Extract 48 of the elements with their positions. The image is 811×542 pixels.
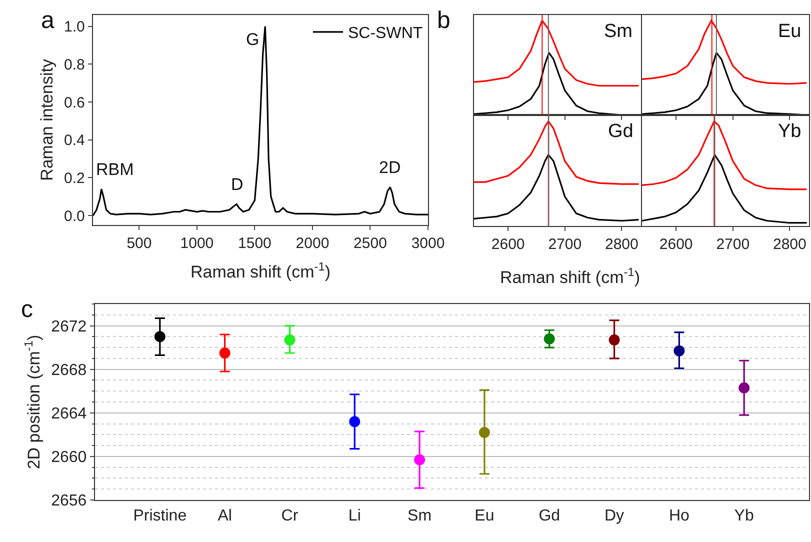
x-axis-title: Raman shift (cm$^{-1}$): [190, 259, 330, 282]
y-tick-label: 0.4: [64, 132, 85, 150]
x-tick-label: 2700: [716, 236, 750, 254]
annotation: 2D: [379, 158, 401, 177]
x-axis-title: Raman shift (cm$^{-1}$): [500, 265, 640, 288]
x-tick-label: Al: [218, 507, 232, 524]
text: c: [21, 296, 33, 323]
x-tick-label: Yb: [734, 507, 754, 524]
y-axis-title: Raman intensity: [38, 58, 57, 181]
y-tick-label: 0.6: [64, 94, 85, 112]
x-tick-label: Cr: [281, 507, 299, 524]
y-tick-label: 1.0: [64, 18, 85, 36]
x-tick-label: 2800: [773, 236, 806, 254]
chart-title: Gd: [608, 121, 634, 142]
x-tick-label: 500: [126, 235, 152, 252]
annotation: G: [246, 30, 260, 49]
x-tick-label: Ho: [668, 507, 690, 524]
x-tick-label: 1500: [238, 235, 272, 252]
y-tick-label: 0.2: [64, 170, 85, 187]
x-tick-label: Sm: [408, 507, 432, 524]
x-tick-label: Dy: [604, 507, 624, 524]
y-tick-label: 0.0: [64, 208, 85, 225]
legend-label: SC-SWNT: [348, 25, 423, 42]
y-tick-label: 2668: [51, 362, 87, 379]
x-tick-label: 1000: [180, 235, 214, 252]
x-tick-label: 2600: [491, 236, 525, 254]
x-tick-label: 2700: [548, 236, 582, 254]
annotation: RBM: [96, 160, 134, 179]
chart-title: Eu: [778, 21, 802, 42]
chart-title: Sm: [604, 21, 632, 42]
y-tick-label: 2660: [51, 449, 87, 466]
x-tick-label: 2800: [605, 236, 638, 254]
y-tick-label: 2672: [51, 318, 87, 336]
x-tick-label: Li: [348, 507, 361, 524]
x-tick-label: 2600: [659, 236, 693, 254]
y-tick-label: 2656: [51, 492, 87, 510]
x-tick-label: Eu: [474, 507, 494, 524]
y-tick-label: 2664: [51, 405, 87, 422]
x-tick-label: 2000: [296, 235, 330, 252]
x-tick-label: 3000: [411, 235, 445, 252]
y-tick-label: 0.8: [64, 56, 85, 74]
chart-title: Yb: [778, 121, 802, 142]
text: a: [41, 7, 55, 34]
x-tick-label: Pristine: [133, 507, 187, 524]
x-tick-label: Gd: [538, 507, 560, 524]
annotation: D: [231, 175, 244, 194]
text: b: [437, 7, 450, 34]
x-tick-label: 2500: [354, 235, 387, 252]
